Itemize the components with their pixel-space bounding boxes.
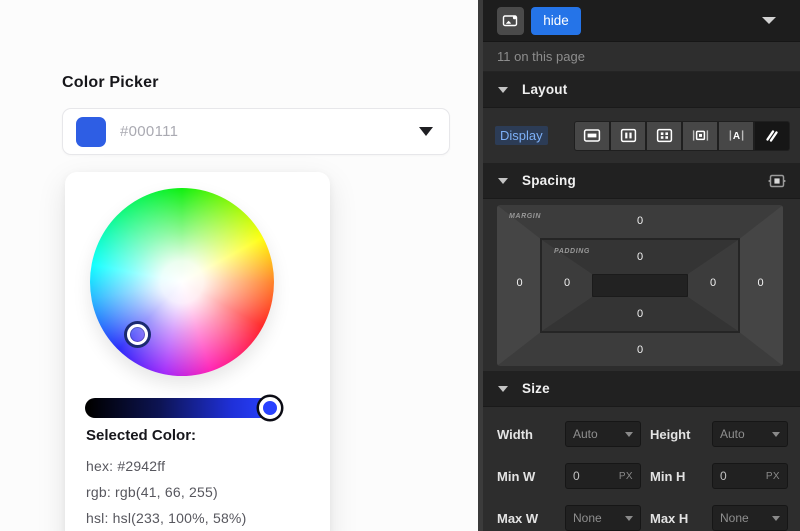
max-width-value[interactable]: None <box>573 511 602 525</box>
min-height-field[interactable]: 0 PX <box>712 463 788 489</box>
panel-resize-edge[interactable] <box>478 0 483 531</box>
element-core <box>592 274 688 297</box>
selector-toolbar: hide <box>478 0 800 42</box>
box-model-icon-button[interactable] <box>768 173 786 189</box>
min-width-label: Min W <box>497 468 536 484</box>
hue-wheel[interactable] <box>90 188 274 376</box>
wheel-cursor[interactable] <box>127 324 148 345</box>
hex-value: hex: #2942ff <box>86 458 166 474</box>
layout-section-header[interactable]: Layout <box>478 72 800 108</box>
spacing-section-header[interactable]: Spacing <box>478 163 800 199</box>
display-block-button[interactable] <box>575 121 609 150</box>
size-section-title: Size <box>522 381 550 396</box>
margin-label: MARGIN <box>509 213 541 220</box>
chevron-down-icon[interactable] <box>419 127 433 136</box>
size-editor: Width Auto Height Auto Min W 0 PX Min H … <box>478 407 800 531</box>
element-icon-button[interactable] <box>497 6 524 35</box>
margin-area[interactable] <box>497 205 783 366</box>
selected-color-heading: Selected Color: <box>86 427 197 444</box>
margin-right-value[interactable]: 0 <box>757 277 764 289</box>
collapse-chevron-icon <box>498 86 508 93</box>
spacing-editor: MARGIN PADDING 0 0 0 0 0 0 0 0 <box>478 199 800 371</box>
padding-left-value[interactable]: 0 <box>563 277 571 289</box>
padding-right-value[interactable]: 0 <box>709 277 717 289</box>
lightness-slider[interactable] <box>85 397 281 419</box>
max-height-field[interactable]: None <box>712 505 788 531</box>
color-swatch[interactable] <box>76 116 106 147</box>
display-grid-icon <box>656 128 672 143</box>
display-grid-button[interactable] <box>647 121 681 150</box>
selected-class-chip[interactable]: hide <box>531 6 581 35</box>
color-picker-popover: Selected Color: hex: #2942ff rgb: rgb(41… <box>65 172 330 531</box>
min-width-value[interactable]: 0 <box>573 469 580 483</box>
box-model-widget: MARGIN PADDING 0 0 0 0 0 0 0 0 <box>497 205 783 366</box>
selector-dropdown-icon[interactable] <box>762 17 776 24</box>
margin-top-value[interactable]: 0 <box>636 215 644 227</box>
height-label: Height <box>650 426 691 442</box>
width-field[interactable]: Auto <box>565 421 641 447</box>
display-property-row: Display <box>478 108 800 163</box>
spacing-section-title: Spacing <box>522 173 576 188</box>
chevron-down-icon[interactable] <box>772 515 780 521</box>
display-segmented-control: A <box>574 120 790 151</box>
max-height-label: Max H <box>650 510 689 526</box>
design-canvas: Color Picker #000111 Selected Color: hex… <box>62 74 450 531</box>
collapse-chevron-icon <box>498 385 508 392</box>
svg-text:A: A <box>732 131 739 142</box>
rgb-value: rgb: rgb(41, 66, 255) <box>86 484 218 500</box>
slider-handle[interactable] <box>259 397 281 419</box>
min-width-unit[interactable]: PX <box>618 470 633 482</box>
color-value-placeholder[interactable]: #000111 <box>120 123 179 140</box>
display-flex-icon <box>620 128 636 143</box>
size-section-header[interactable]: Size <box>478 371 800 407</box>
padding-area[interactable] <box>542 240 738 331</box>
max-width-field[interactable]: None <box>565 505 641 531</box>
max-width-label: Max W <box>497 510 539 526</box>
max-height-value[interactable]: None <box>720 511 749 525</box>
display-inline-block-icon <box>692 130 708 141</box>
hsl-value: hsl: hsl(233, 100%, 58%) <box>86 510 247 526</box>
chevron-down-icon[interactable] <box>625 515 633 521</box>
height-field[interactable]: Auto <box>712 421 788 447</box>
display-inline-button[interactable]: A <box>719 121 753 150</box>
layout-section-title: Layout <box>522 82 568 97</box>
padding-top-value[interactable]: 0 <box>636 251 644 263</box>
class-usage-count: 11 on this page <box>478 42 800 72</box>
style-panel: hide 11 on this page Layout Display <box>478 0 800 531</box>
display-inline-block-button[interactable] <box>683 121 717 150</box>
height-value[interactable]: Auto <box>720 427 745 441</box>
display-property-label[interactable]: Display <box>495 126 548 145</box>
element-icon <box>502 14 518 26</box>
collapse-chevron-icon <box>498 177 508 184</box>
selected-color-readout: Selected Color: hex: #2942ff rgb: rgb(41… <box>86 427 246 531</box>
min-width-field[interactable]: 0 PX <box>565 463 641 489</box>
padding-bottom-value[interactable]: 0 <box>636 308 644 320</box>
box-model-icon <box>768 174 786 187</box>
width-label: Width <box>497 426 533 442</box>
display-none-icon <box>766 129 778 142</box>
min-height-value[interactable]: 0 <box>720 469 727 483</box>
display-none-button[interactable] <box>755 121 789 150</box>
margin-left-value[interactable]: 0 <box>516 277 523 289</box>
chevron-down-icon[interactable] <box>625 431 633 437</box>
min-height-label: Min H <box>650 468 686 484</box>
margin-bottom-value[interactable]: 0 <box>636 344 644 356</box>
padding-label: PADDING <box>554 248 590 255</box>
color-picker-input[interactable]: #000111 <box>62 108 450 155</box>
min-height-unit[interactable]: PX <box>765 470 780 482</box>
display-block-icon <box>583 129 601 142</box>
width-value[interactable]: Auto <box>573 427 598 441</box>
chevron-down-icon[interactable] <box>772 431 780 437</box>
page-title: Color Picker <box>62 74 159 91</box>
display-flex-button[interactable] <box>611 121 645 150</box>
display-inline-icon: A <box>729 130 743 142</box>
